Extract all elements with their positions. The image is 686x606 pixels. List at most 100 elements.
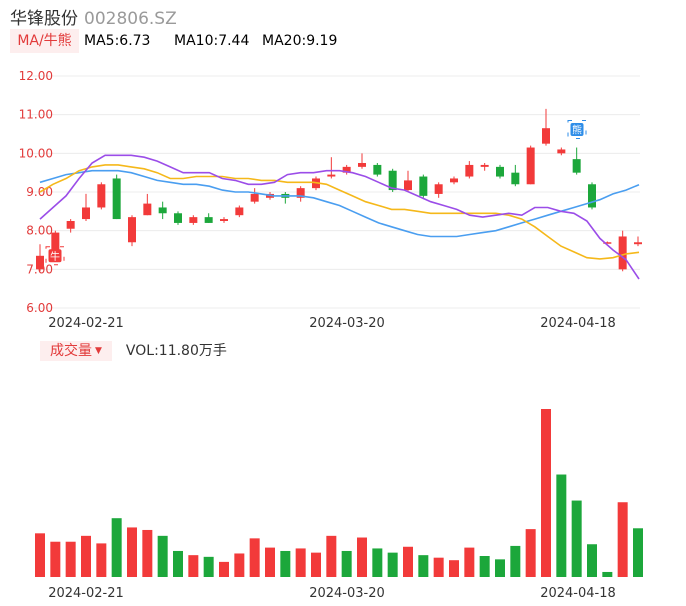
- candle-body: [36, 255, 44, 270]
- volume-bar: [541, 409, 551, 577]
- x-tick-label: 2024-02-21: [48, 586, 124, 601]
- y-tick-label: 12.00: [19, 69, 53, 83]
- ma5-line: [39, 154, 640, 280]
- volume-bar: [387, 552, 398, 577]
- volume-bar: [295, 548, 306, 577]
- candle-body: [66, 221, 75, 229]
- volume-chart: 2024-02-21 2024-03-20 2024-04-18: [35, 409, 643, 601]
- bear-marker: 熊: [567, 120, 587, 140]
- volume-bar: [525, 529, 536, 577]
- candle-body: [511, 172, 520, 185]
- x-tick-label: 2024-03-20: [309, 586, 385, 601]
- volume-bar: [418, 555, 429, 577]
- ma20-value: MA20:9.19: [262, 33, 338, 49]
- candle: [496, 164, 504, 179]
- volume-bar: [127, 527, 137, 577]
- volume-bar: [188, 555, 199, 577]
- candle: [557, 147, 566, 156]
- volume-bar: [433, 557, 444, 577]
- x-tick-label: 2024-04-18: [540, 586, 616, 601]
- y-tick-label: 11.00: [19, 108, 53, 122]
- candle: [327, 157, 336, 179]
- candle-body: [434, 184, 443, 194]
- candle: [404, 170, 412, 192]
- ma10-value: MA10:7.44: [174, 33, 250, 49]
- ma-toggle-button[interactable]: MA/牛熊: [10, 29, 79, 53]
- candle: [358, 153, 366, 169]
- candle: [66, 219, 75, 233]
- volume-bar: [602, 571, 613, 577]
- candle: [220, 217, 228, 223]
- volume-bar: [234, 553, 245, 577]
- candle-body: [480, 164, 489, 167]
- volume-bar: [280, 550, 291, 577]
- candle-body: [250, 193, 259, 202]
- volume-bar: [341, 550, 352, 577]
- candle: [235, 205, 244, 218]
- candle-body: [557, 149, 566, 154]
- x-tick-label: 2024-02-21: [48, 316, 124, 331]
- volume-bar: [203, 556, 214, 577]
- candle: [112, 174, 121, 220]
- candle: [82, 193, 90, 221]
- y-tick-label: 8.00: [26, 224, 53, 238]
- candle: [36, 244, 44, 272]
- volume-bar: [157, 535, 168, 577]
- volume-bar: [173, 550, 183, 577]
- volume-bar: [510, 545, 521, 577]
- candle-body: [526, 147, 535, 185]
- volume-bar: [111, 518, 122, 577]
- candle: [511, 164, 520, 187]
- ma10-line: [39, 164, 640, 260]
- candle-body: [572, 159, 581, 173]
- ma20-line: [39, 169, 640, 238]
- candle-body: [112, 178, 121, 220]
- volume-bar: [249, 538, 260, 577]
- candle-body: [496, 166, 504, 177]
- volume-bar: [311, 552, 321, 577]
- candle-body: [404, 180, 412, 191]
- volume-toggle-button[interactable]: 成交量 ▼: [40, 341, 112, 361]
- candle-body: [296, 188, 305, 198]
- volume-bar: [633, 528, 643, 577]
- volume-bar: [449, 560, 459, 577]
- candle-body: [618, 236, 627, 270]
- volume-bar: [35, 533, 45, 577]
- candle-body: [388, 170, 397, 191]
- volume-bar: [357, 537, 367, 577]
- candle-body: [450, 178, 458, 183]
- volume-bar: [65, 541, 76, 577]
- candle: [158, 201, 167, 220]
- volume-bar: [617, 502, 628, 577]
- volume-value: VOL:11.80万手: [125, 343, 227, 359]
- marker-badge: [48, 249, 62, 263]
- candle-body: [419, 176, 428, 196]
- candle: [189, 215, 198, 225]
- candle-body: [174, 213, 182, 223]
- candle: [281, 192, 290, 204]
- marker-text: 牛: [50, 250, 60, 263]
- candle: [480, 163, 489, 171]
- x-tick-label: 2024-04-18: [540, 316, 616, 331]
- volume-bar: [556, 474, 567, 577]
- candle: [465, 161, 474, 179]
- candle-body: [327, 174, 336, 177]
- candle-body: [373, 164, 382, 175]
- x-tick-label: 2024-03-20: [309, 316, 385, 331]
- marker-badge: [570, 123, 584, 137]
- candle-body: [158, 207, 167, 214]
- candle: [204, 213, 213, 223]
- candle-body: [603, 242, 612, 244]
- candle: [419, 174, 428, 198]
- candle-body: [51, 232, 60, 254]
- volume-bar: [587, 544, 597, 577]
- candle-body: [220, 219, 228, 221]
- candle-body: [82, 207, 90, 220]
- candle: [603, 241, 612, 244]
- candlestick-chart: 12.0011.0010.009.008.007.006.00牛熊2024-02…: [19, 69, 642, 331]
- stock-title: 华锋股份 002806.SZ: [10, 4, 177, 29]
- candle-body: [342, 166, 351, 173]
- y-tick-label: 10.00: [19, 146, 53, 160]
- candle: [618, 230, 627, 272]
- candle: [143, 193, 152, 216]
